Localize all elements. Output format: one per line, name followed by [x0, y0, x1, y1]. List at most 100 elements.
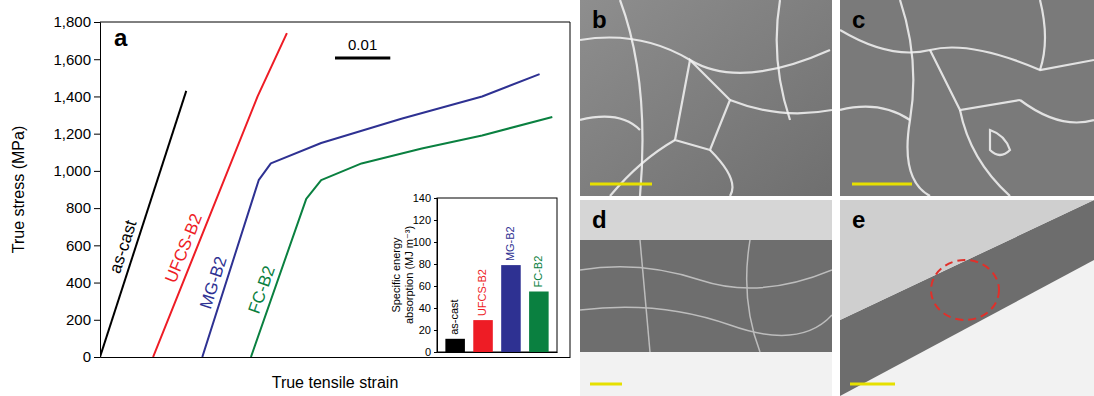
ridge [840, 30, 1094, 70]
inset-y-tick-mark [434, 242, 437, 243]
ridge [1040, 0, 1045, 70]
micrograph [580, 0, 832, 196]
y-tick-mark [94, 96, 100, 97]
image-panel: b [580, 0, 832, 196]
y-tick-mark [94, 320, 100, 321]
x-axis [101, 357, 571, 358]
curve-label: UFCS-B2 [161, 211, 206, 286]
inset-y-tick-mark [434, 308, 437, 309]
ridge [610, 140, 675, 196]
y-tick: 0 [83, 348, 100, 365]
inset-y-tick-label: 0 [425, 346, 431, 358]
panel-label: d [592, 206, 607, 233]
y-tick-label: 800 [66, 199, 91, 216]
panel-label: a [114, 24, 128, 51]
y-tick: 200 [66, 311, 100, 328]
curve-label: FC-B2 [245, 263, 279, 316]
scale-bar [590, 383, 622, 386]
category-label: UFCS-B2 [476, 269, 488, 316]
x-axis-title: True tensile strain [272, 374, 399, 391]
plot-frame [100, 22, 570, 23]
category-label: FC-B2 [532, 256, 544, 288]
curve-label: MG-B2 [196, 254, 230, 311]
y-tick: 1,800 [53, 13, 100, 30]
ridge [777, 0, 790, 120]
ridge [640, 240, 650, 352]
micrograph [580, 200, 832, 396]
inset-y-tick: 0 [425, 346, 437, 358]
y-tick: 1,400 [53, 88, 100, 105]
fracture-surface [840, 200, 1094, 396]
inset-frame [437, 198, 557, 352]
y-tick: 400 [66, 274, 100, 291]
category-label: as-cast [448, 299, 460, 334]
curve [251, 117, 552, 357]
micrograph [840, 200, 1094, 396]
inset-y-tick: 20 [419, 324, 437, 336]
ridge [1020, 100, 1094, 123]
ridge [580, 267, 832, 288]
inset-x-axis-line [438, 352, 558, 353]
inset-y-tick-label: 20 [419, 324, 431, 336]
curve [153, 33, 287, 357]
y-tick: 1,200 [53, 125, 100, 142]
bar [529, 292, 549, 353]
inset-y-tick-mark [434, 220, 437, 221]
ridge [840, 107, 910, 120]
inset-y-axis-line [434, 199, 438, 353]
ridge [960, 110, 1010, 196]
inset-chart: as-castUFCS-B2MG-B2FC-B20204060801001201… [390, 192, 558, 358]
figure: 02004006008001,0001,2001,4001,6001,800Tr… [0, 0, 1094, 396]
image-panel: c [840, 0, 1094, 196]
y-tick-label: 1,200 [53, 125, 91, 142]
y-tick: 1,600 [53, 51, 100, 68]
ridge [730, 100, 832, 113]
ridge [900, 0, 930, 196]
scale-bar [850, 383, 895, 386]
ridge [930, 50, 1020, 110]
curve-label: as-cast [106, 218, 141, 276]
bar [501, 265, 521, 352]
inset-y-tick-label: 140 [413, 192, 431, 204]
y-axis-line [94, 23, 101, 358]
inset-y-tick-label: 80 [419, 258, 431, 270]
y-tick-label: 1,600 [53, 51, 91, 68]
y-tick: 800 [66, 199, 100, 216]
inset-y-axis-title: Specific energyabsorption (MJ m⁻³) [390, 226, 415, 324]
ridge [710, 150, 733, 196]
y-tick-mark [94, 22, 100, 23]
y-tick-mark [94, 357, 100, 358]
y-tick-mark [94, 134, 100, 135]
y-axis: 0 200 400 600 800 1,000 1,200 1,400 1,600 1,800 [53, 13, 100, 365]
panel-label: b [592, 6, 607, 33]
inset-y-tick: 140 [413, 192, 437, 204]
y-tick: 1,000 [53, 162, 100, 179]
curve [100, 91, 186, 357]
image-panel: d [580, 200, 832, 396]
y-tick-label: 400 [66, 274, 91, 291]
inset-y-tick: 100 [413, 236, 437, 248]
inset-y-tick-label: 60 [419, 280, 431, 292]
inset-y-tick: 120 [413, 214, 437, 226]
y-tick-label: 200 [66, 311, 91, 328]
inset-y-tick-mark [434, 264, 437, 265]
scale-bar [852, 183, 912, 186]
inset-y-tick: 80 [419, 258, 437, 270]
inset-y-tick: 60 [419, 280, 437, 292]
panel-label: e [852, 206, 865, 233]
y-axis-title: True stress (MPa) [10, 126, 27, 253]
inset-x-axis [438, 352, 558, 353]
y-tick-label: 600 [66, 237, 91, 254]
scale-bar-label: 0.01 [348, 36, 377, 53]
scale-bar [590, 183, 652, 186]
inset-y-tick: 40 [419, 302, 437, 314]
inset-y-tick-label: 100 [413, 236, 431, 248]
panel-label: c [852, 6, 865, 33]
plot-frame [570, 22, 571, 357]
scale-bar [335, 57, 390, 60]
y-tick-mark [94, 171, 100, 172]
main-chart: 02004006008001,0001,2001,4001,6001,800Tr… [10, 13, 571, 391]
y-tick-mark [94, 283, 100, 284]
inset-y-tick-label: 120 [413, 214, 431, 226]
y-tick-mark [94, 59, 100, 60]
